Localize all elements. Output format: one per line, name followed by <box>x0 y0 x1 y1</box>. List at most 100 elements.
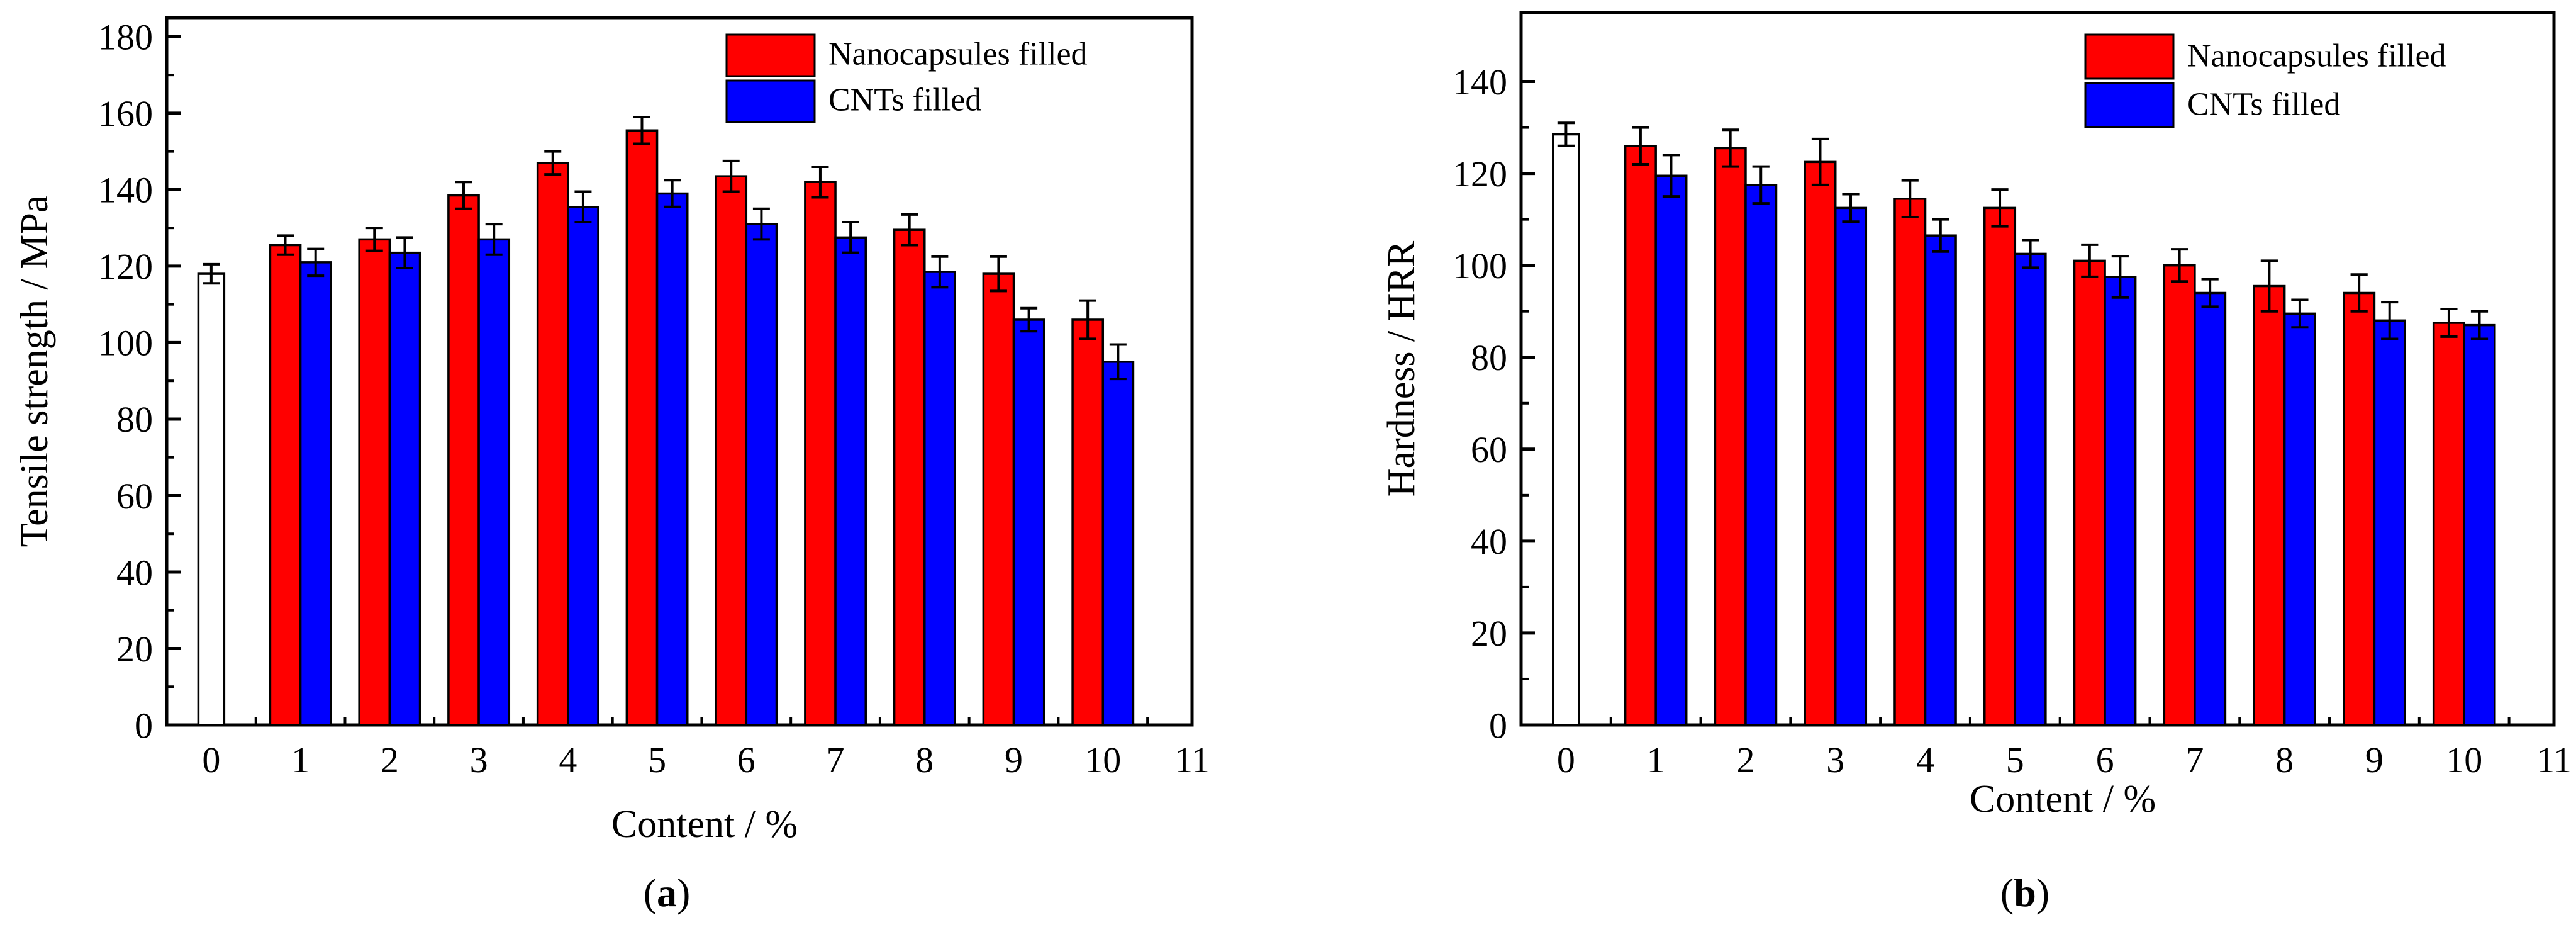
y-tick-label: 80 <box>1471 337 1507 378</box>
x-tick-label: 3 <box>470 739 488 780</box>
y-tick-label: 80 <box>116 399 153 440</box>
y-tick-label: 100 <box>98 323 153 364</box>
y-tick-label: 60 <box>1471 429 1507 470</box>
panel-label: (b) <box>2000 870 2049 915</box>
legend-label-cnts: CNTs filled <box>2187 86 2340 122</box>
y-tick-label: 60 <box>116 476 153 517</box>
x-tick-label: 6 <box>737 739 756 780</box>
bar-nanocapsules-1 <box>1624 145 1657 726</box>
y-axis-label: Hardness / HRR <box>1380 240 1423 497</box>
bar-nanocapsules-3 <box>447 194 480 726</box>
bar-cnts-2 <box>1744 184 1778 726</box>
bar-cnts-3 <box>477 238 511 726</box>
y-tick-label: 20 <box>116 629 153 670</box>
x-tick-label: 5 <box>2006 739 2024 780</box>
bar-nanocapsules-4 <box>536 162 569 726</box>
y-tick-label: 120 <box>98 246 153 287</box>
x-tick-label: 11 <box>2536 739 2572 780</box>
legend: Nanocapsules filled CNTs filled <box>2084 33 2446 128</box>
legend-label-cnts: CNTs filled <box>828 82 981 118</box>
x-tick-label: 2 <box>381 739 399 780</box>
bar-cnts-4 <box>1924 234 1957 726</box>
y-tick-label: 140 <box>98 170 153 211</box>
bar-nanocapsules-10 <box>1071 318 1105 726</box>
bar-nanocapsules-5 <box>625 129 659 726</box>
bar-cnts-2 <box>388 251 421 726</box>
bar-baseline <box>197 272 226 726</box>
bar-nanocapsules-7 <box>2163 264 2196 726</box>
y-tick-label: 0 <box>135 705 153 746</box>
bar-cnts-10 <box>1101 361 1135 726</box>
bar-cnts-4 <box>567 205 599 726</box>
y-tick-label: 40 <box>1471 521 1507 562</box>
bar-cnts-6 <box>2104 276 2137 726</box>
bar-cnts-3 <box>1834 206 1868 726</box>
x-tick-label: 9 <box>2365 739 2384 780</box>
bar-cnts-1 <box>1654 174 1688 726</box>
x-tick-label: 1 <box>1647 739 1665 780</box>
x-tick-label: 4 <box>1916 739 1934 780</box>
x-tick-label: 9 <box>1005 739 1023 780</box>
x-axis-label: Content / % <box>611 803 798 846</box>
x-tick-label: 2 <box>1736 739 1754 780</box>
bar-cnts-8 <box>923 271 956 726</box>
x-tick-label: 11 <box>1174 739 1210 780</box>
bar-nanocapsules-5 <box>1983 206 2017 726</box>
y-tick-label: 100 <box>1452 245 1507 286</box>
bar-nanocapsules-6 <box>715 175 748 726</box>
panel-label-close-paren: ) <box>677 870 690 915</box>
bar-nanocapsules-3 <box>1804 160 1837 726</box>
y-axis-label: Tensile strength / MPa <box>13 196 56 547</box>
panel-label-close-paren: ) <box>2036 870 2049 915</box>
bar-cnts-5 <box>2014 252 2047 726</box>
bar-nanocapsules-1 <box>269 244 302 726</box>
bar-nanocapsules-7 <box>804 181 837 726</box>
bar-nanocapsules-9 <box>2343 291 2376 726</box>
legend-swatch-cnts <box>725 79 816 123</box>
y-tick-label: 140 <box>1452 62 1507 103</box>
bar-nanocapsules-2 <box>1714 147 1747 726</box>
bar-cnts-9 <box>1012 318 1045 726</box>
y-tick-label: 40 <box>116 552 153 593</box>
x-tick-label: 0 <box>1557 739 1575 780</box>
legend-label-nanocapsules: Nanocapsules filled <box>2187 38 2446 74</box>
bar-cnts-10 <box>2463 323 2496 726</box>
bar-cnts-1 <box>299 261 332 726</box>
panel-label-letter: a <box>657 870 677 915</box>
y-tick-label: 0 <box>1489 705 1507 746</box>
bar-nanocapsules-9 <box>982 272 1015 726</box>
x-tick-label: 7 <box>827 739 845 780</box>
y-tick-label: 180 <box>98 17 153 58</box>
legend-label-nanocapsules: Nanocapsules filled <box>828 36 1088 72</box>
x-tick-label: 10 <box>2446 739 2482 780</box>
y-tick-label: 120 <box>1452 154 1507 194</box>
bar-nanocapsules-2 <box>358 238 391 726</box>
bar-cnts-7 <box>2194 291 2227 726</box>
x-tick-label: 8 <box>915 739 934 780</box>
x-tick-label: 4 <box>559 739 577 780</box>
bar-nanocapsules-4 <box>1893 198 1927 726</box>
legend: Nanocapsules filled CNTs filled <box>725 33 1088 123</box>
x-axis-label: Content / % <box>1970 778 2156 821</box>
x-tick-label: 5 <box>648 739 666 780</box>
chart-panel-b: 0 20 40 60 80 100 120 140 0 1 2 3 4 5 6 7 8 9 10 11 Nanocaps… <box>1380 11 2572 915</box>
x-tick-label: 0 <box>202 739 220 780</box>
y-tick-label: 20 <box>1471 613 1507 654</box>
x-tick-label: 3 <box>1826 739 1844 780</box>
panel-label-open-paren: ( <box>2000 870 2014 915</box>
x-tick-label: 10 <box>1084 739 1121 780</box>
bar-cnts-5 <box>655 192 689 726</box>
legend-swatch-nanocapsules <box>725 33 816 77</box>
panel-label: (a) <box>644 870 691 915</box>
x-tick-label: 8 <box>2275 739 2294 780</box>
bar-cnts-6 <box>745 223 778 726</box>
panel-label-letter: b <box>2014 870 2036 915</box>
x-tick-label: 6 <box>2096 739 2114 780</box>
bar-nanocapsules-10 <box>2432 322 2465 726</box>
y-tick-label: 160 <box>98 93 153 134</box>
bar-cnts-8 <box>2283 312 2316 726</box>
panel-label-open-paren: ( <box>644 870 657 915</box>
bar-cnts-7 <box>834 236 867 726</box>
bar-nanocapsules-8 <box>893 228 926 726</box>
